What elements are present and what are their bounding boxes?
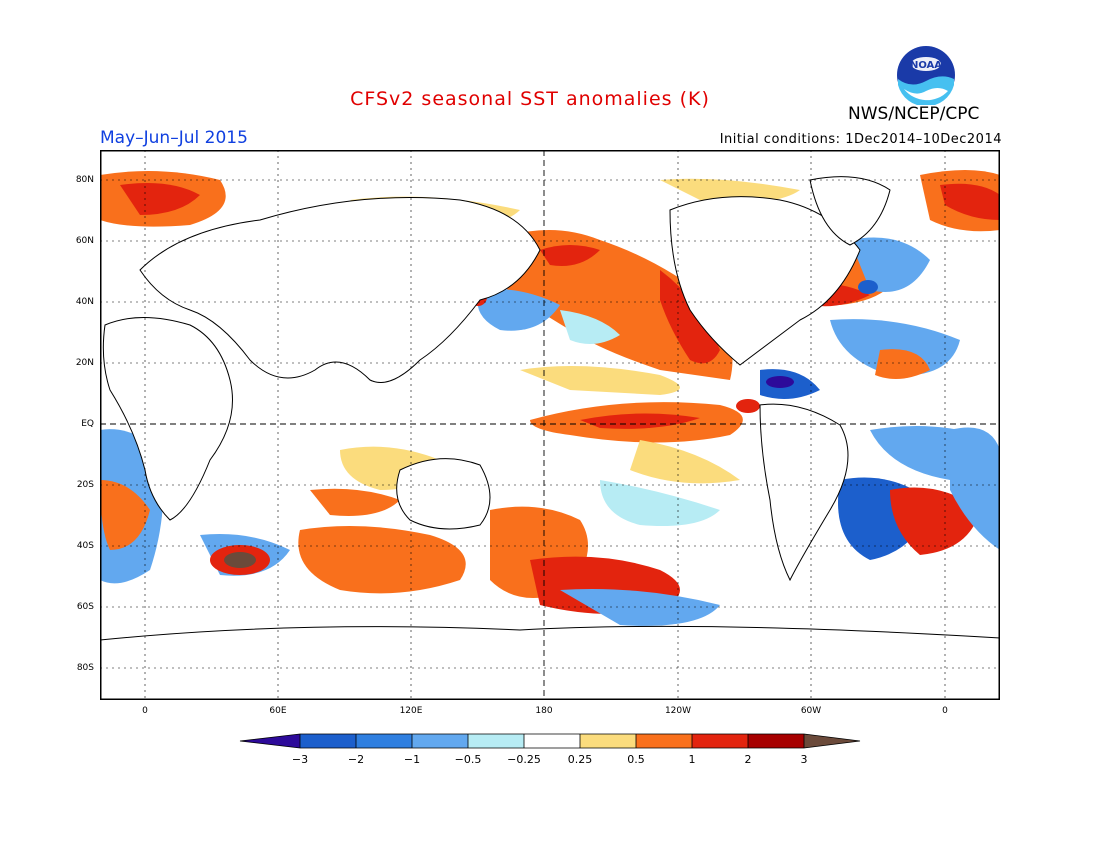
agency-label: NWS/NCEP/CPC — [848, 104, 980, 124]
colorbar-label: 2 — [745, 753, 752, 766]
lon-label: 180 — [535, 706, 553, 716]
colorbar-swatch — [356, 734, 412, 748]
lat-label: 20N — [75, 358, 94, 368]
colorbar: −3 −2 −1 −0.5 −0.25 0.25 0.5 1 2 3 — [239, 733, 861, 766]
map-frame — [100, 150, 1000, 700]
sst-anomaly-map — [100, 150, 1000, 700]
colorbar-label: −0.25 — [507, 753, 541, 766]
colorbar-swatch — [580, 734, 636, 748]
lon-label: 60E — [269, 706, 287, 716]
lat-label: EQ — [81, 419, 94, 429]
lat-label: 40N — [75, 297, 94, 307]
colorbar-label: −0.5 — [455, 753, 482, 766]
lat-label: 80N — [75, 175, 94, 185]
colorbar-swatch — [636, 734, 692, 748]
map-title: CFSv2 seasonal SST anomalies (K) — [350, 88, 710, 110]
colorbar-label: −2 — [348, 753, 364, 766]
colorbar-max-arrow — [804, 734, 860, 748]
colorbar-swatch — [412, 734, 468, 748]
colorbar-swatch — [300, 734, 356, 748]
noaa-logo: NOAA — [897, 46, 955, 105]
colorbar-swatch — [524, 734, 580, 748]
lat-label: 60S — [76, 602, 94, 612]
colorbar-label: 0.25 — [568, 753, 593, 766]
lon-label: 120E — [399, 706, 423, 716]
lon-label: 60W — [800, 706, 822, 716]
colorbar-label: −1 — [404, 753, 420, 766]
colorbar-label: 3 — [801, 753, 808, 766]
lon-label: 0 — [942, 706, 948, 716]
noaa-logo-text: NOAA — [910, 60, 942, 71]
colorbar-label: 1 — [689, 753, 696, 766]
colorbar-swatch — [468, 734, 524, 748]
lon-label: 0 — [142, 706, 148, 716]
lat-label: 80S — [76, 663, 94, 673]
coastlines — [100, 176, 1000, 700]
initial-conditions: Initial conditions: 1Dec2014–10Dec2014 — [719, 132, 1002, 147]
lon-label: 120W — [664, 706, 692, 716]
colorbar-label: 0.5 — [627, 753, 645, 766]
lat-label: 20S — [76, 480, 94, 490]
equator-dateline — [100, 150, 1000, 700]
colorbar-label: −3 — [292, 753, 308, 766]
colorbar-swatch — [692, 734, 748, 748]
forecast-period: May–Jun–Jul 2015 — [100, 128, 248, 148]
lat-label: 40S — [76, 541, 94, 551]
graticule — [100, 150, 1000, 700]
colorbar-swatch — [748, 734, 804, 748]
lat-label: 60N — [75, 236, 94, 246]
colorbar-min-arrow — [240, 734, 300, 748]
